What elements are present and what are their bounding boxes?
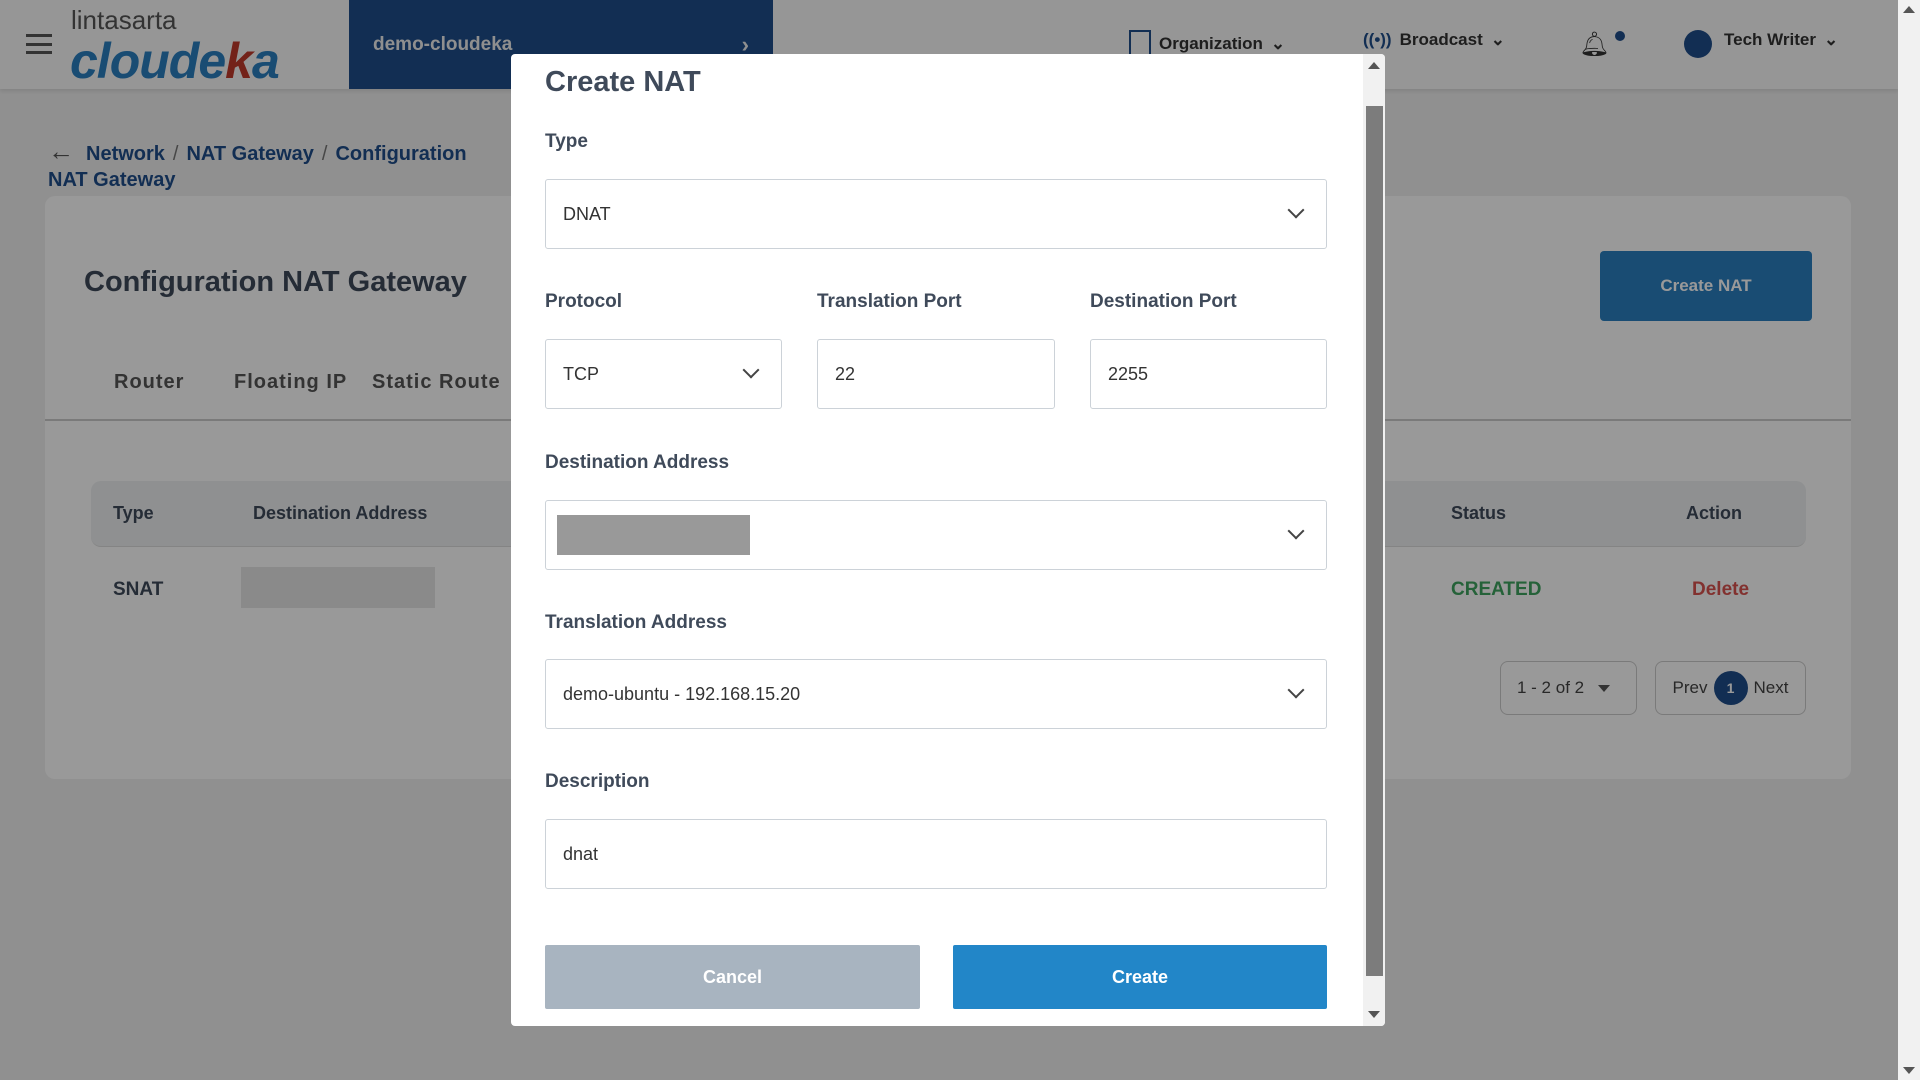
create-nat-button[interactable]: Create NAT bbox=[1600, 251, 1812, 321]
logo-cloudeka[interactable]: cloudeka bbox=[70, 33, 280, 89]
destination-address-select[interactable] bbox=[545, 500, 1327, 570]
redacted-destination-value bbox=[557, 515, 750, 555]
description-input[interactable]: dnat bbox=[545, 819, 1327, 889]
type-select[interactable]: DNAT bbox=[545, 179, 1327, 249]
chevron-down-icon: ⌄ bbox=[1823, 30, 1839, 49]
chevron-down-icon bbox=[1287, 681, 1305, 699]
prev-button[interactable]: Prev bbox=[1672, 678, 1708, 697]
col-type: Type bbox=[113, 503, 154, 523]
notification-dot bbox=[1615, 31, 1625, 41]
destination-address-label: Destination Address bbox=[545, 452, 730, 473]
type-value: DNAT bbox=[563, 203, 611, 224]
protocol-label: Protocol bbox=[545, 291, 623, 312]
modal-title: Create NAT bbox=[545, 66, 701, 98]
chevron-down-icon: ⌄ bbox=[1270, 34, 1286, 53]
page-range: 1 - 2 of 2 bbox=[1517, 678, 1585, 697]
tab-static-route[interactable]: Static Route bbox=[372, 371, 501, 393]
broadcast-label: Broadcast bbox=[1399, 30, 1483, 49]
breadcrumb-configuration[interactable]: Configuration NAT Gateway bbox=[48, 143, 467, 191]
create-button[interactable]: Create bbox=[953, 945, 1327, 1009]
chevron-right-icon: › bbox=[741, 31, 749, 57]
bell-icon[interactable]: 🔔︎ bbox=[1579, 31, 1610, 58]
tab-floating-ip[interactable]: Floating IP bbox=[234, 371, 348, 393]
menu-icon[interactable] bbox=[26, 34, 52, 54]
logo-lintasarta: lintasarta bbox=[71, 5, 177, 35]
broadcast-icon: ((•)) bbox=[1363, 30, 1392, 49]
caret-down-icon bbox=[1598, 684, 1611, 692]
page-1-button[interactable]: 1 bbox=[1713, 671, 1748, 705]
modal-scrollbar-thumb[interactable] bbox=[1366, 106, 1383, 976]
translation-address-value: demo-ubuntu - 192.168.15.20 bbox=[563, 683, 801, 704]
delete-link[interactable]: Delete bbox=[1692, 579, 1750, 600]
broadcast-menu[interactable]: ((•)) Broadcast ⌄ bbox=[1363, 30, 1505, 50]
chevron-down-icon bbox=[1287, 201, 1305, 219]
user-menu[interactable]: Tech Writer ⌄ bbox=[1724, 30, 1838, 50]
breadcrumb-network[interactable]: Network bbox=[86, 143, 165, 165]
create-nat-modal: Create NAT Type DNAT Protocol Translatio… bbox=[511, 54, 1385, 1026]
page-size-select[interactable]: 1 - 2 of 2 bbox=[1500, 661, 1637, 715]
translation-address-select[interactable]: demo-ubuntu - 192.168.15.20 bbox=[545, 659, 1327, 729]
col-action: Action bbox=[1686, 503, 1742, 523]
chevron-down-icon bbox=[1287, 522, 1305, 540]
col-destination-address: Destination Address bbox=[253, 503, 428, 523]
chevron-down-icon: ⌄ bbox=[1490, 30, 1505, 49]
user-name: Tech Writer bbox=[1724, 30, 1816, 49]
destination-port-label: Destination Port bbox=[1090, 291, 1237, 312]
cancel-button[interactable]: Cancel bbox=[545, 945, 920, 1009]
project-name: demo-cloudeka bbox=[373, 33, 513, 55]
page-scrollbar[interactable] bbox=[1898, 0, 1920, 1080]
tab-router[interactable]: Router bbox=[114, 371, 185, 393]
type-label: Type bbox=[545, 131, 588, 152]
translation-port-input[interactable]: 22 bbox=[817, 339, 1055, 409]
translation-address-label: Translation Address bbox=[545, 612, 727, 633]
page-title: Configuration NAT Gateway bbox=[84, 266, 467, 298]
status-badge: CREATED bbox=[1451, 579, 1542, 600]
breadcrumb: ← Network / NAT Gateway / Configuration NAT G… bbox=[48, 136, 467, 191]
protocol-select[interactable]: TCP bbox=[545, 339, 782, 409]
chevron-down-icon bbox=[742, 361, 760, 379]
redacted-destination bbox=[241, 567, 435, 608]
avatar[interactable] bbox=[1684, 30, 1712, 58]
destination-port-input[interactable]: 2255 bbox=[1090, 339, 1327, 409]
row-type: SNAT bbox=[113, 579, 164, 600]
col-status: Status bbox=[1451, 503, 1507, 523]
translation-port-label: Translation Port bbox=[817, 291, 962, 312]
breadcrumb-nat-gateway[interactable]: NAT Gateway bbox=[186, 143, 314, 165]
description-label: Description bbox=[545, 771, 650, 792]
back-arrow-icon[interactable]: ← bbox=[48, 136, 74, 166]
organization-label: Organization bbox=[1159, 34, 1263, 53]
protocol-value: TCP bbox=[563, 363, 599, 384]
next-button[interactable]: Next bbox=[1753, 678, 1789, 697]
pager: Prev 1 Next bbox=[1655, 661, 1806, 715]
